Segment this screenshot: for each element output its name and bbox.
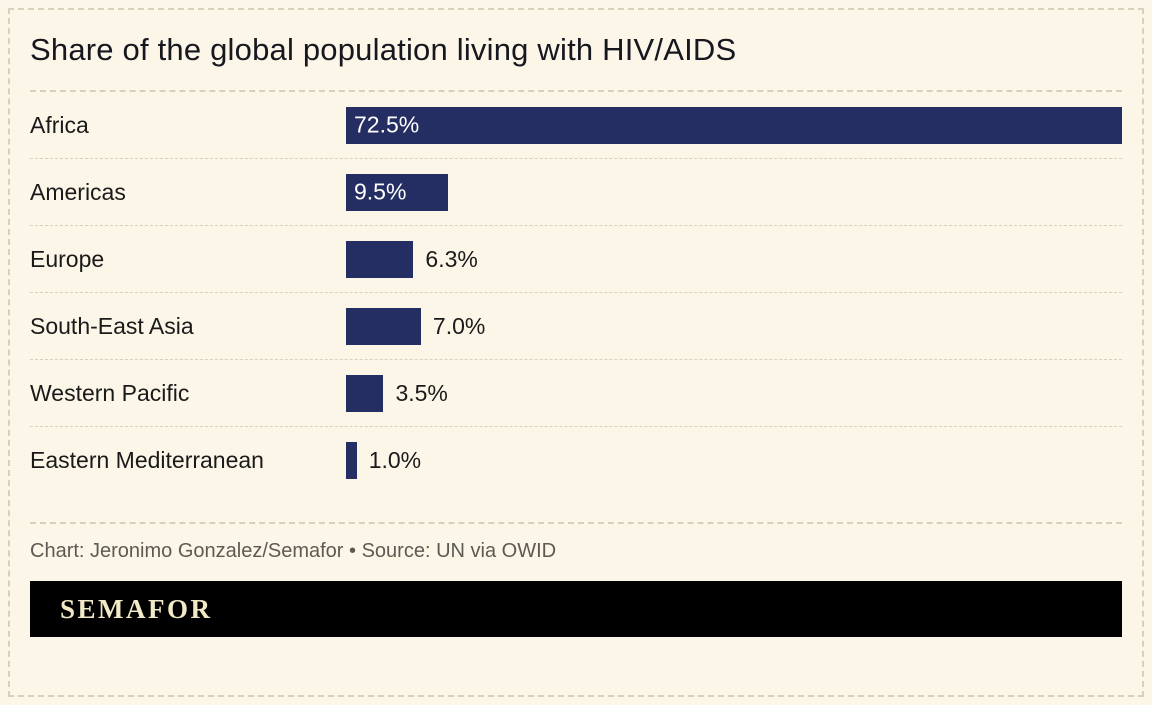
chart-row: Americas 9.5%	[30, 159, 1122, 226]
chart-content: Share of the global population living wi…	[8, 8, 1144, 697]
chart-row: South-East Asia 7.0%	[30, 293, 1122, 360]
value-label: 7.0%	[432, 312, 486, 339]
bar: 9.5%	[346, 173, 448, 211]
bar: 72.5%	[346, 106, 1122, 144]
chart-row: Africa 72.5%	[30, 92, 1122, 159]
value-label: 6.3%	[425, 245, 478, 272]
semafor-banner: SEMAFOR	[30, 581, 1122, 637]
chart-credit: Chart: Jeronimo Gonzalez/Semafor • Sourc…	[30, 540, 557, 562]
chart-row: Eastern Mediterranean 1.0%	[30, 427, 1122, 494]
category-label: Americas	[30, 178, 126, 205]
semafor-logo: SEMAFOR	[60, 593, 213, 624]
chart-title: Share of the global population living wi…	[30, 32, 737, 67]
bar-track: 72.5%	[346, 106, 1122, 144]
bar	[346, 307, 421, 345]
category-label: Africa	[30, 111, 89, 138]
chart-row: Western Pacific 3.5%	[30, 360, 1122, 427]
bar-track: 7.0%	[346, 307, 1122, 345]
bar-track: 9.5%	[346, 173, 1122, 211]
chart-row: Europe 6.3%	[30, 226, 1122, 293]
title-divider	[30, 90, 1122, 92]
value-label: 72.5%	[354, 111, 420, 138]
value-label: 9.5%	[354, 178, 407, 205]
category-label: Western Pacific	[30, 379, 190, 406]
category-label: Eastern Mediterranean	[30, 447, 264, 473]
value-label: 1.0%	[368, 447, 422, 473]
bar	[346, 442, 357, 479]
bar-track: 1.0%	[346, 442, 1122, 479]
bar-chart: Africa 72.5% Americas 9.5% Europe 6.3% South-E…	[30, 92, 1122, 494]
bar	[346, 240, 414, 278]
bar	[346, 374, 384, 412]
category-label: South-East Asia	[30, 312, 194, 339]
value-label: 3.5%	[395, 379, 448, 406]
footer-divider	[30, 522, 1122, 524]
bar-track: 6.3%	[346, 240, 1122, 278]
bar-track: 3.5%	[346, 374, 1122, 412]
category-label: Europe	[30, 245, 105, 272]
